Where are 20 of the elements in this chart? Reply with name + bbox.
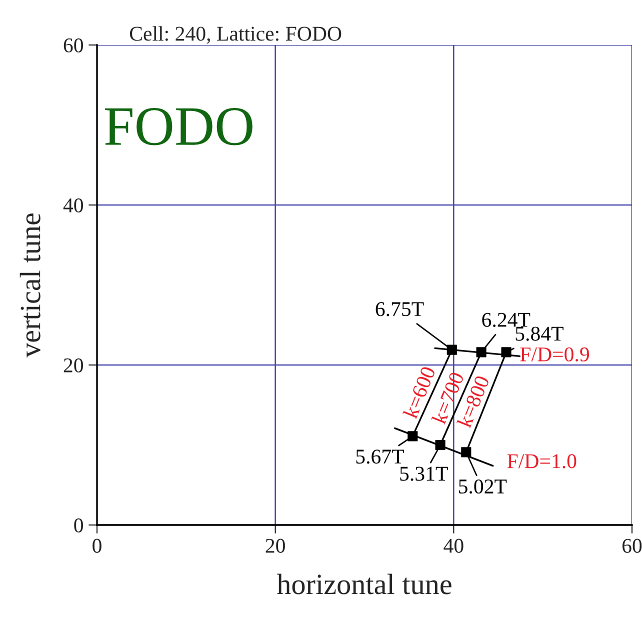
y-tick-label: 60: [64, 38, 84, 52]
annotation: FODO: [105, 108, 252, 146]
annotation: 5.31T: [400, 466, 448, 481]
annotation: 5.02T: [459, 479, 507, 494]
x-tick-label: 60: [622, 538, 642, 553]
y-tick-label: 40: [63, 198, 84, 212]
annotation: F/D=1.0: [507, 454, 576, 468]
annotation: 6.75T: [376, 302, 424, 316]
x-axis-title: horizontal tune: [276, 574, 452, 594]
annotation: F/D=0.9: [520, 347, 590, 362]
y-tick-label: 20: [64, 358, 84, 372]
x-tick-label: 40: [444, 538, 464, 553]
annotation: 6.24T: [482, 312, 530, 327]
annotation: 5.84T: [516, 326, 564, 341]
y-tick-label: 0: [74, 518, 84, 532]
x-tick-label: 20: [266, 538, 285, 553]
chart-title: Cell: 240, Lattice: FODO: [130, 26, 342, 44]
x-tick-label: 0: [92, 538, 102, 553]
annotation: 5.67T: [356, 450, 404, 464]
y-axis-title: vertical tune: [20, 214, 40, 358]
